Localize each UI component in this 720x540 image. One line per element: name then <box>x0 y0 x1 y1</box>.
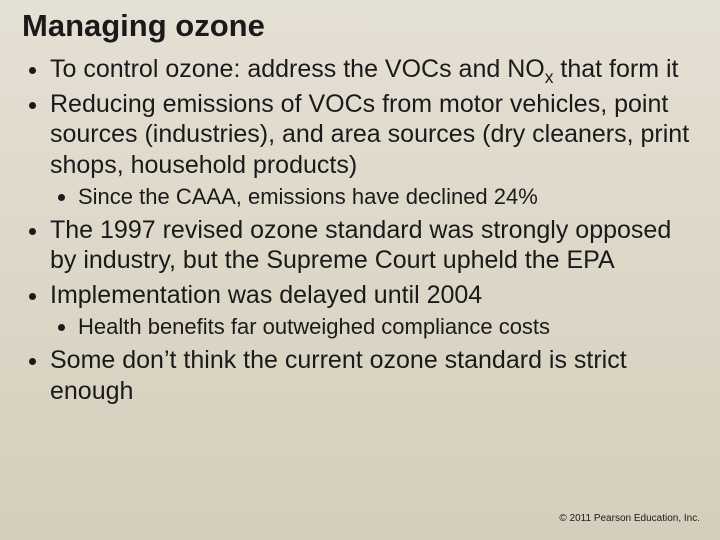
bullet-item: To control ozone: address the VOCs and N… <box>50 54 698 85</box>
sub-bullet-list: Since the CAAA, emissions have declined … <box>50 184 698 211</box>
copyright-text: © 2011 Pearson Education, Inc. <box>559 513 700 524</box>
sub-bullet-list: Health benefits far outweighed complianc… <box>50 314 698 341</box>
sub-bullet-item: Since the CAAA, emissions have declined … <box>78 184 698 211</box>
bullet-text: Implementation was delayed until 2004 <box>50 281 482 309</box>
bullet-text: Since the CAAA, emissions have declined … <box>78 184 538 209</box>
bullet-text: Health benefits far outweighed complianc… <box>78 314 550 339</box>
slide-title: Managing ozone <box>22 8 698 44</box>
sub-bullet-item: Health benefits far outweighed complianc… <box>78 314 698 341</box>
bullet-text: Reducing emissions of VOCs from motor ve… <box>50 90 689 179</box>
bullet-text: To control ozone: address the VOCs and N… <box>50 55 545 83</box>
slide: Managing ozone To control ozone: address… <box>0 0 720 540</box>
bullet-item: Some don’t think the current ozone stand… <box>50 345 698 406</box>
bullet-text: that form it <box>553 55 678 83</box>
bullet-item: Implementation was delayed until 2004 He… <box>50 280 698 341</box>
bullet-item: The 1997 revised ozone standard was stro… <box>50 215 698 276</box>
bullet-list: To control ozone: address the VOCs and N… <box>22 54 698 406</box>
bullet-text: Some don’t think the current ozone stand… <box>50 346 627 405</box>
bullet-item: Reducing emissions of VOCs from motor ve… <box>50 89 698 211</box>
bullet-text: The 1997 revised ozone standard was stro… <box>50 216 671 275</box>
